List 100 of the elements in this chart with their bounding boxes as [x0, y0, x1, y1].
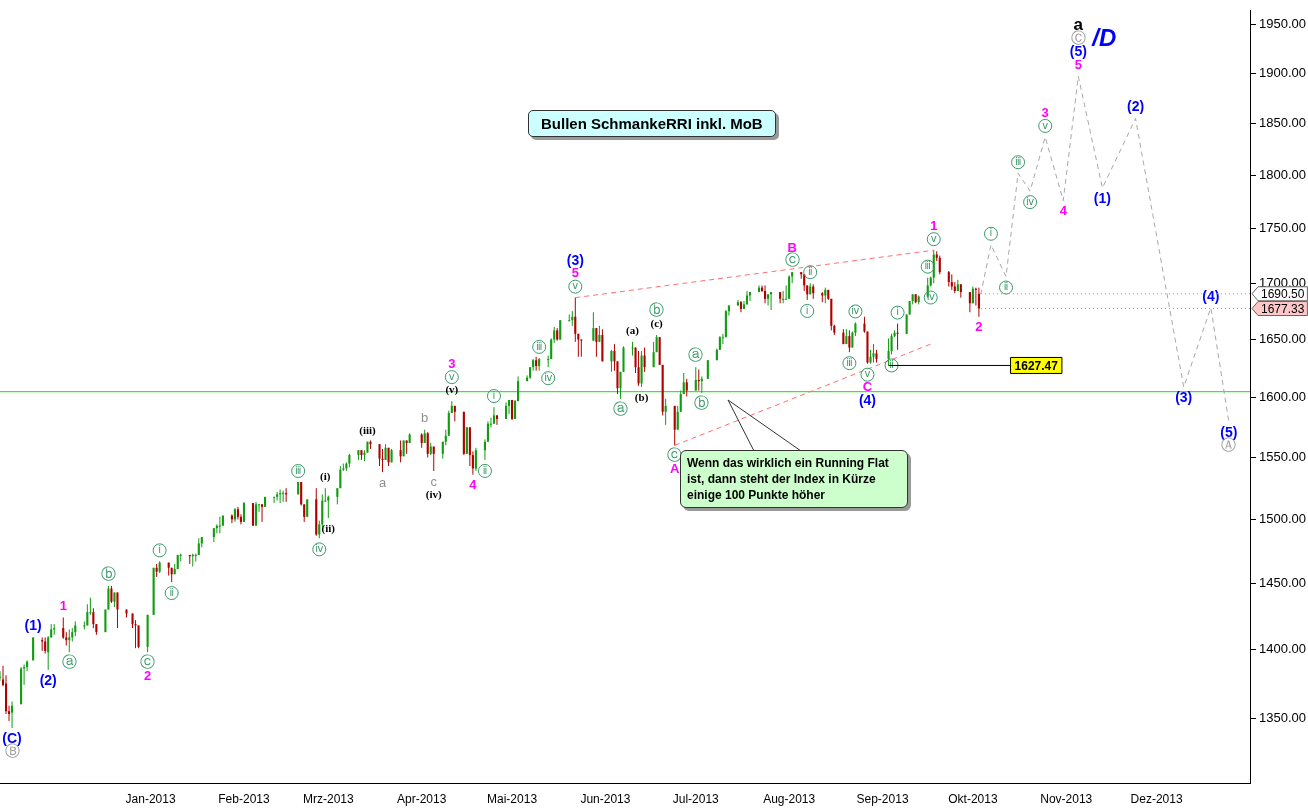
y-tick-label: 1600.00	[1259, 389, 1306, 405]
annotation: ⓐ	[61, 653, 77, 672]
annotation: 1677.33	[1261, 301, 1305, 316]
annotation: (c)	[650, 316, 664, 330]
candlestick	[619, 371, 622, 400]
annotation: 3	[448, 355, 456, 371]
annotation: ⓑ	[694, 393, 710, 412]
annotation: (1)	[1093, 189, 1111, 206]
y-tick-label: 1850.00	[1259, 115, 1306, 131]
annotation: Wenn das wirklich ein Running Flat ist, dann steht der Index in Kürze einige 100 Punkte höher	[687, 456, 889, 502]
candlestick	[507, 399, 511, 415]
candlestick	[282, 490, 285, 503]
x-tick-label: Sep-2013	[856, 792, 909, 807]
candlestick	[432, 446, 435, 472]
annotation: (i)	[320, 470, 331, 484]
candlestick	[694, 366, 697, 392]
annotation: (b)	[634, 390, 649, 404]
candlestick	[242, 501, 246, 523]
candlestick	[938, 255, 941, 275]
annotation: ⅳ	[1026, 195, 1035, 207]
candlestick	[517, 375, 520, 402]
annotation: b	[421, 410, 429, 426]
x-tick-label: Dez-2013	[1130, 792, 1183, 807]
annotation: ⅲ	[924, 260, 931, 272]
y-tick-label: 1550.00	[1259, 449, 1306, 465]
y-tick-label: 1950.00	[1259, 15, 1306, 31]
candlestick	[62, 616, 65, 640]
annotation: (ii)	[321, 521, 336, 535]
y-tick-label: 1800.00	[1259, 166, 1306, 182]
candlestick	[610, 349, 613, 373]
annotation: ⅴ	[930, 232, 937, 244]
candlestick	[643, 347, 646, 373]
candlestick	[0, 670, 2, 682]
annotation: ⅰ	[805, 304, 809, 316]
x-tick-label: Feb-2013	[218, 792, 270, 807]
annotation: ⅳ	[315, 542, 324, 554]
y-tick-label: 1350.00	[1259, 709, 1306, 725]
candlestick	[664, 398, 667, 426]
annotation: 5	[571, 265, 579, 281]
candlestick	[574, 297, 577, 343]
annotation: (2)	[39, 671, 57, 688]
candlestick	[637, 350, 640, 387]
candlestick	[492, 406, 496, 425]
candlestick	[788, 274, 791, 300]
y-tick-label: 1700.00	[1259, 274, 1306, 290]
annotation: 1	[930, 217, 938, 233]
annotation: ⅲ	[295, 464, 302, 476]
candlestick	[631, 341, 634, 357]
text: Bullen SchmankeRRI inkl. MoB	[528, 110, 776, 137]
y-tick-label: 1750.00	[1259, 220, 1306, 236]
annotation: (iii)	[359, 423, 377, 437]
annotation: 4	[469, 477, 478, 493]
x-tick-label: Jun-2013	[580, 792, 631, 807]
y-tick-label: 1450.00	[1259, 574, 1306, 590]
candlestick	[399, 440, 402, 463]
candlestick	[276, 491, 279, 502]
annotation: ⅴ	[448, 370, 455, 382]
annotation: ⅴ	[572, 280, 579, 292]
annotation: ⅰ	[989, 227, 993, 239]
candlestick	[764, 284, 767, 304]
annotation: ⅲ	[846, 356, 853, 368]
candlestick	[767, 293, 770, 307]
annotation: ⓐ	[612, 399, 628, 418]
y-tick-label: 1650.00	[1259, 331, 1306, 347]
annotation: ⅲ	[1014, 155, 1022, 167]
candlestick	[676, 405, 679, 431]
candlestick	[890, 333, 893, 355]
annotation: ⅴ	[1042, 119, 1049, 131]
annotation: ⅱ	[169, 586, 174, 598]
candlestick	[218, 516, 221, 534]
annotation: ⅳ	[851, 305, 860, 317]
annotation: 1627.47	[1014, 358, 1059, 373]
annotation: ⓑ	[100, 564, 116, 583]
annotation: 2	[975, 319, 983, 335]
candlestick	[706, 359, 709, 380]
x-tick-label: Jul-2013	[672, 792, 720, 807]
candlestick	[273, 496, 276, 504]
annotation: (1)	[24, 617, 42, 634]
x-tick-label: Mai-2013	[487, 792, 538, 807]
annotation: ⓒ	[784, 251, 800, 270]
candlestick	[673, 405, 676, 446]
candlestick	[697, 369, 700, 392]
candlestick	[495, 414, 499, 426]
annotation: ⅱ	[807, 265, 813, 277]
candlestick	[447, 410, 450, 437]
annotation: ⅱ	[482, 464, 488, 476]
candlestick	[977, 287, 980, 318]
candlestick	[10, 700, 14, 729]
x-tick-label: Mrz-2013	[302, 792, 354, 807]
annotation: ⅴ	[864, 368, 871, 380]
candlestick	[251, 502, 255, 527]
annotation: 3	[1041, 104, 1049, 120]
annotation: ⅳ	[544, 371, 553, 383]
annotation: c	[430, 473, 438, 489]
candlestick	[137, 624, 140, 649]
annotation: ⓑ	[649, 300, 665, 319]
annotation: (3)	[1175, 388, 1193, 405]
annotation: a	[378, 474, 387, 490]
annotation: (4)	[1202, 287, 1220, 304]
annotation: (3)	[566, 251, 584, 268]
